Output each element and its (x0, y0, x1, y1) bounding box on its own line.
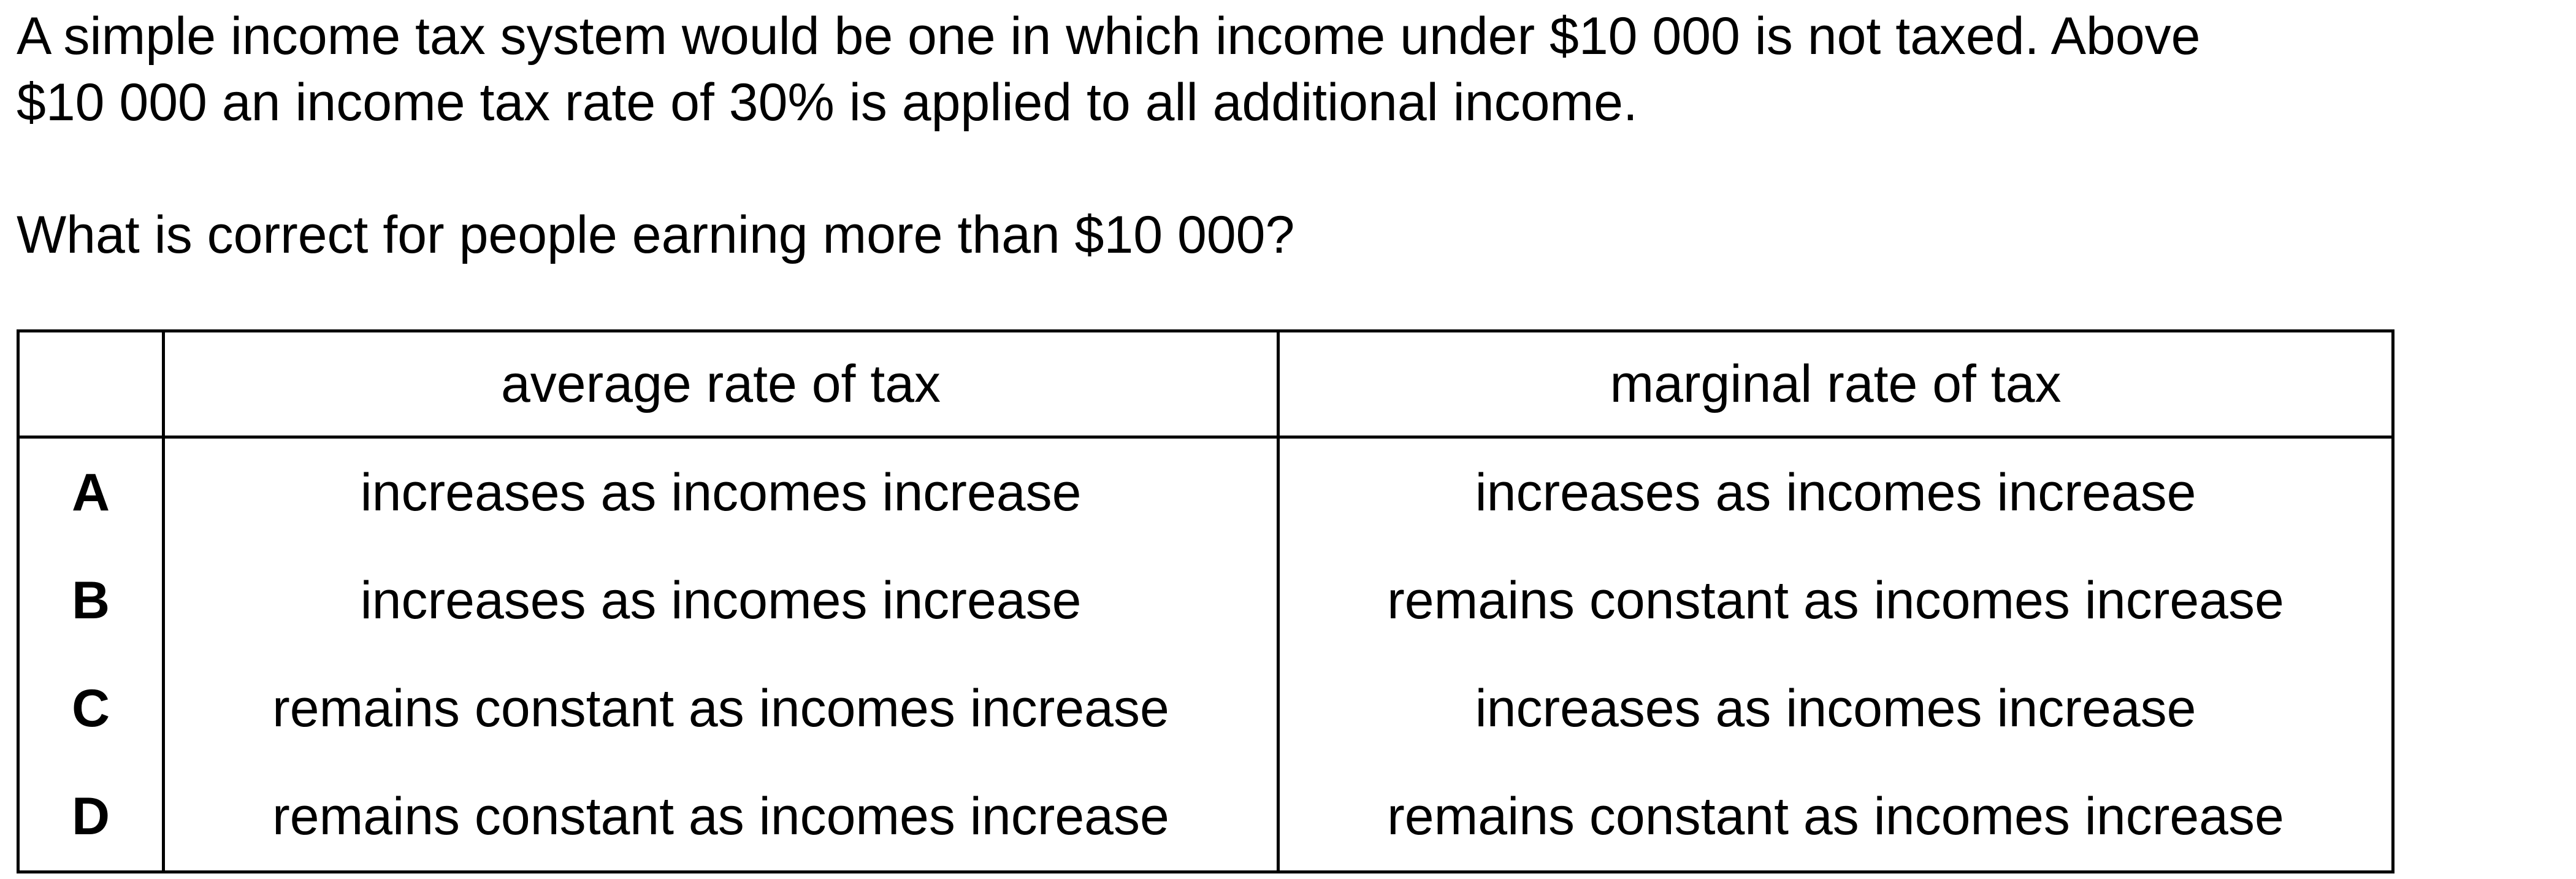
marginal-rate-cell: remains constant as incomes increase (1277, 762, 2394, 873)
marginal-rate-cell: increases as incomes increase (1277, 654, 2394, 762)
header-letter-cell (17, 329, 165, 439)
question-stem-line-2: $10 000 an income tax rate of 30% is app… (17, 73, 1638, 132)
average-rate-cell: increases as incomes increase (162, 437, 1280, 547)
average-rate-cell: increases as incomes increase (162, 547, 1280, 654)
header-marginal-rate: marginal rate of tax (1277, 329, 2394, 439)
table-header-row: average rate of tax marginal rate of tax (17, 329, 2394, 439)
marginal-rate-cell: remains constant as incomes increase (1277, 547, 2394, 654)
option-row-d[interactable]: D remains constant as incomes increase r… (17, 762, 2394, 873)
marginal-rate-cell: increases as incomes increase (1277, 437, 2394, 547)
average-rate-cell: remains constant as incomes increase (162, 654, 1280, 762)
option-letter: B (17, 547, 165, 654)
answer-options-table: average rate of tax marginal rate of tax… (17, 329, 2394, 873)
option-letter: D (17, 762, 165, 873)
option-row-c[interactable]: C remains constant as incomes increase i… (17, 654, 2394, 762)
option-row-b[interactable]: B increases as incomes increase remains … (17, 547, 2394, 654)
question-prompt: What is correct for people earning more … (17, 205, 1295, 264)
option-row-a[interactable]: A increases as incomes increase increase… (17, 437, 2394, 547)
header-average-rate: average rate of tax (162, 329, 1280, 439)
option-letter: A (17, 437, 165, 547)
question-block: A simple income tax system would be one … (17, 3, 2469, 268)
option-letter: C (17, 654, 165, 762)
average-rate-cell: remains constant as incomes increase (162, 762, 1280, 873)
question-stem-line-1: A simple income tax system would be one … (17, 7, 2201, 66)
